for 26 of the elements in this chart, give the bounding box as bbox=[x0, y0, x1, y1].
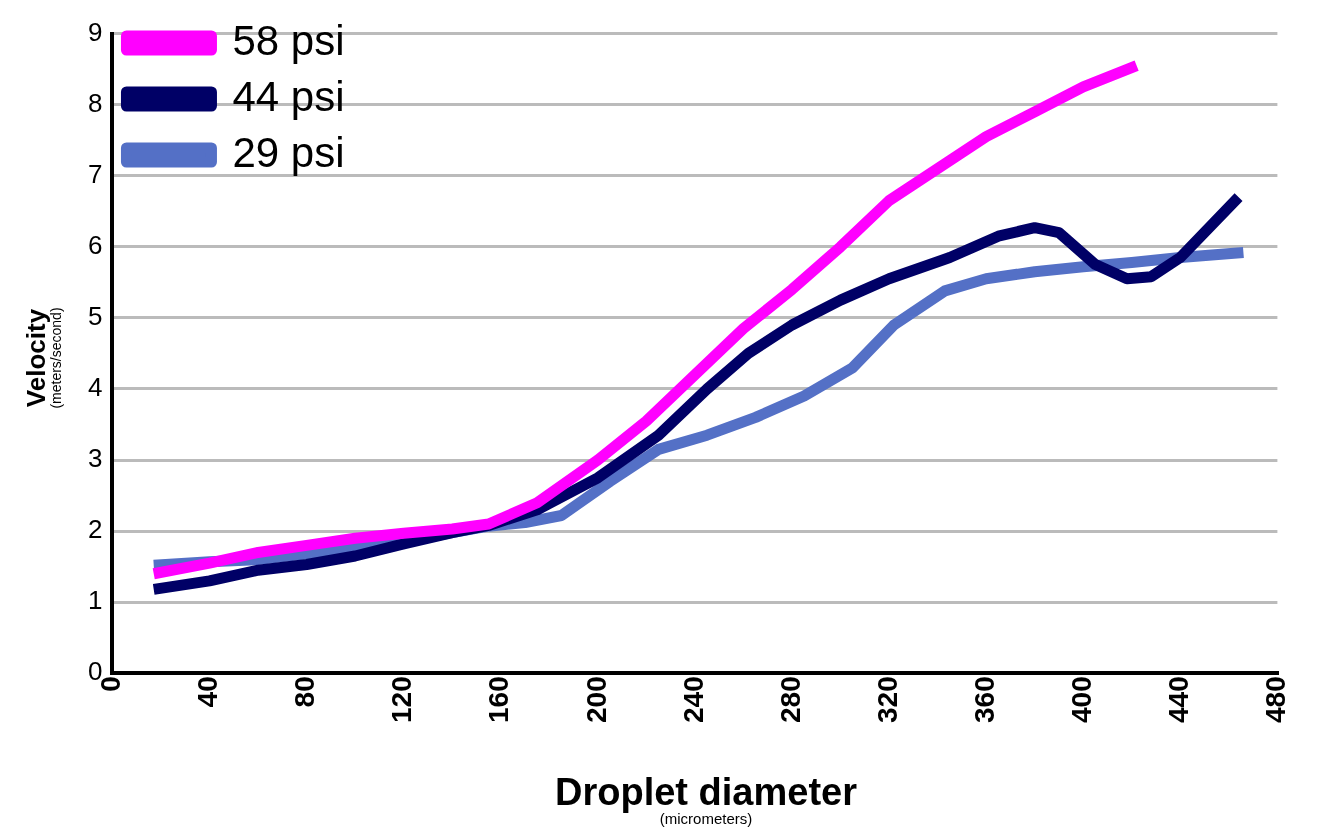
x-tick-label: 440 bbox=[1163, 676, 1195, 723]
y-axis-title: Velocity (meters/second) bbox=[21, 307, 64, 409]
x-tick-label: 480 bbox=[1260, 676, 1292, 723]
x-tick-label: 160 bbox=[483, 676, 515, 723]
y-tick-label: 8 bbox=[87, 87, 103, 118]
y-tick-label: 1 bbox=[87, 585, 103, 616]
y-tick-label: 9 bbox=[87, 16, 103, 47]
x-tick-label: 280 bbox=[774, 676, 806, 723]
y-tick-label: 6 bbox=[87, 230, 103, 260]
y-tick-label: 7 bbox=[87, 158, 103, 189]
x-tick-label: 400 bbox=[1065, 676, 1097, 723]
legend-label: 58 psi bbox=[232, 16, 345, 64]
x-axis-title: Droplet diameter (micrometers) bbox=[554, 771, 858, 827]
legend-label: 29 psi bbox=[232, 128, 345, 176]
x-tick-label: 240 bbox=[677, 676, 709, 723]
y-tick-label: 2 bbox=[87, 514, 103, 545]
y-tick-label: 3 bbox=[87, 443, 103, 474]
x-tick-label: 320 bbox=[871, 676, 903, 723]
x-tick-label: 200 bbox=[580, 676, 612, 723]
x-tick-label: 360 bbox=[968, 676, 1000, 723]
y-tick-label: 4 bbox=[87, 372, 103, 403]
x-tick-label: 120 bbox=[386, 676, 418, 723]
legend-label: 44 psi bbox=[232, 72, 345, 120]
x-tick-label: 80 bbox=[289, 676, 321, 708]
y-tick-label: 5 bbox=[87, 301, 103, 332]
x-tick-label: 40 bbox=[192, 676, 224, 708]
